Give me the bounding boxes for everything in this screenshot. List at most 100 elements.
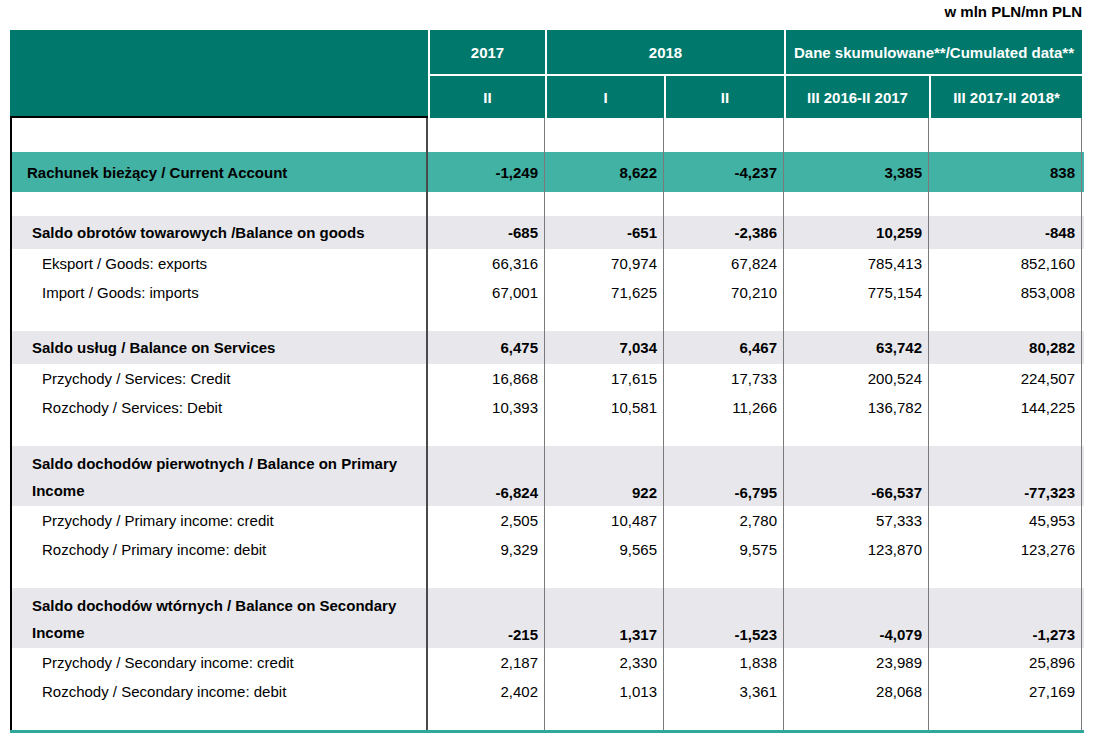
value-cell: 10,393 [428,393,545,422]
value-cell: 3,361 [664,677,784,706]
value-cell: 2,187 [428,648,545,677]
value-cell: -848 [929,216,1082,249]
value-cell: 853,008 [929,278,1082,307]
value-cell [784,118,929,152]
value-cell [784,192,929,216]
value-cell: 9,565 [545,535,664,564]
table-header: 2017 2018 Dane skumulowane**/Cumulated d… [10,30,1084,118]
balance-of-payments-table: 2017 2018 Dane skumulowane**/Cumulated d… [10,30,1084,733]
value-cell: 200,524 [784,364,929,393]
value-cell [784,307,929,331]
value-cell: 70,974 [545,249,664,278]
value-cell [929,118,1082,152]
row-label [12,564,428,588]
row-label: Saldo dochodów pierwotnych / Balance on … [12,446,428,506]
table-row-spacer-top [12,118,1084,152]
value-cell: 2,402 [428,677,545,706]
value-cell: 67,001 [428,278,545,307]
value-cell [428,307,545,331]
table-row-primary-income-debit: Rozchody / Primary income: debit9,3299,5… [12,535,1084,564]
value-cell: 71,625 [545,278,664,307]
table-row-current-account: Rachunek bieżący / Current Account-1,249… [12,152,1084,192]
value-cell: 10,581 [545,393,664,422]
value-cell [664,118,784,152]
table-row-services-credit: Przychody / Services: Credit16,86817,615… [12,364,1084,393]
value-cell: 2,330 [545,648,664,677]
row-label: Rachunek bieżący / Current Account [12,152,428,192]
row-label: Saldo usług / Balance on Services [12,331,428,364]
value-cell [784,564,929,588]
value-cell: 775,154 [784,278,929,307]
value-cell: 66,316 [428,249,545,278]
value-cell [664,422,784,446]
row-label [12,706,428,730]
page: w mln PLN/mn PLN 2017 2018 Dane skumulow… [0,0,1094,735]
table-row-spacer-1 [12,192,1084,216]
value-cell: 11,266 [664,393,784,422]
value-cell: -4,237 [664,152,784,192]
value-cell [929,307,1082,331]
value-cell [545,118,664,152]
value-cell [545,706,664,730]
value-cell: 852,160 [929,249,1082,278]
value-cell [929,422,1082,446]
table-bottom-border [10,730,1084,733]
value-cell: 6,467 [664,331,784,364]
row-label [12,192,428,216]
table-row-primary-income-credit: Przychody / Primary income: credit2,5051… [12,506,1084,535]
value-cell: 123,276 [929,535,1082,564]
value-cell: 16,868 [428,364,545,393]
row-label [12,307,428,331]
value-cell [545,307,664,331]
value-cell [784,422,929,446]
row-label: Saldo obrotów towarowych /Balance on goo… [12,216,428,249]
value-cell: 9,329 [428,535,545,564]
table-body: Rachunek bieżący / Current Account-1,249… [10,118,1084,730]
value-cell [929,192,1082,216]
row-label: Import / Goods: imports [12,278,428,307]
value-cell: -66,537 [784,446,929,506]
value-cell: 67,824 [664,249,784,278]
header-subcol-2017-q2: II [428,74,545,118]
table-row-goods-exports: Eksport / Goods: exports66,31670,97467,8… [12,249,1084,278]
header-label-cell [10,30,428,118]
row-label: Rozchody / Secondary income: debit [12,677,428,706]
value-cell [428,118,545,152]
value-cell: 224,507 [929,364,1082,393]
value-cell: 63,742 [784,331,929,364]
table-row-services-debit: Rozchody / Services: Debit10,39310,58111… [12,393,1084,422]
value-cell: 7,034 [545,331,664,364]
value-cell: 10,487 [545,506,664,535]
table-row-balance-on-primary-income: Saldo dochodów pierwotnych / Balance on … [12,446,1084,506]
table-row-secondary-income-credit: Przychody / Secondary income: credit2,18… [12,648,1084,677]
value-cell: 2,505 [428,506,545,535]
table-row-balance-on-services: Saldo usług / Balance on Services6,4757,… [12,331,1084,364]
value-cell: 136,782 [784,393,929,422]
table-row-balance-on-secondary-income: Saldo dochodów wtórnych / Balance on Sec… [12,588,1084,648]
value-cell: -1,249 [428,152,545,192]
value-cell: 144,225 [929,393,1082,422]
value-cell [664,192,784,216]
value-cell [428,192,545,216]
value-cell: 1,838 [664,648,784,677]
value-cell: -685 [428,216,545,249]
value-cell [929,706,1082,730]
value-cell [545,422,664,446]
value-cell: -4,079 [784,588,929,648]
value-cell: 1,013 [545,677,664,706]
header-cumulated-data: Dane skumulowane**/Cumulated data** [784,30,1082,74]
header-year-2017: 2017 [428,30,545,74]
value-cell: 45,953 [929,506,1082,535]
value-cell [428,564,545,588]
value-cell [545,192,664,216]
row-label: Rozchody / Primary income: debit [12,535,428,564]
value-cell: -77,323 [929,446,1082,506]
value-cell: 80,282 [929,331,1082,364]
value-cell: -2,386 [664,216,784,249]
table-row-balance-on-goods: Saldo obrotów towarowych /Balance on goo… [12,216,1084,249]
table-row-spacer-3 [12,422,1084,446]
value-cell: 838 [929,152,1082,192]
table-row-spacer-bottom [12,706,1084,730]
unit-label: w mln PLN/mn PLN [944,3,1082,20]
value-cell [929,564,1082,588]
